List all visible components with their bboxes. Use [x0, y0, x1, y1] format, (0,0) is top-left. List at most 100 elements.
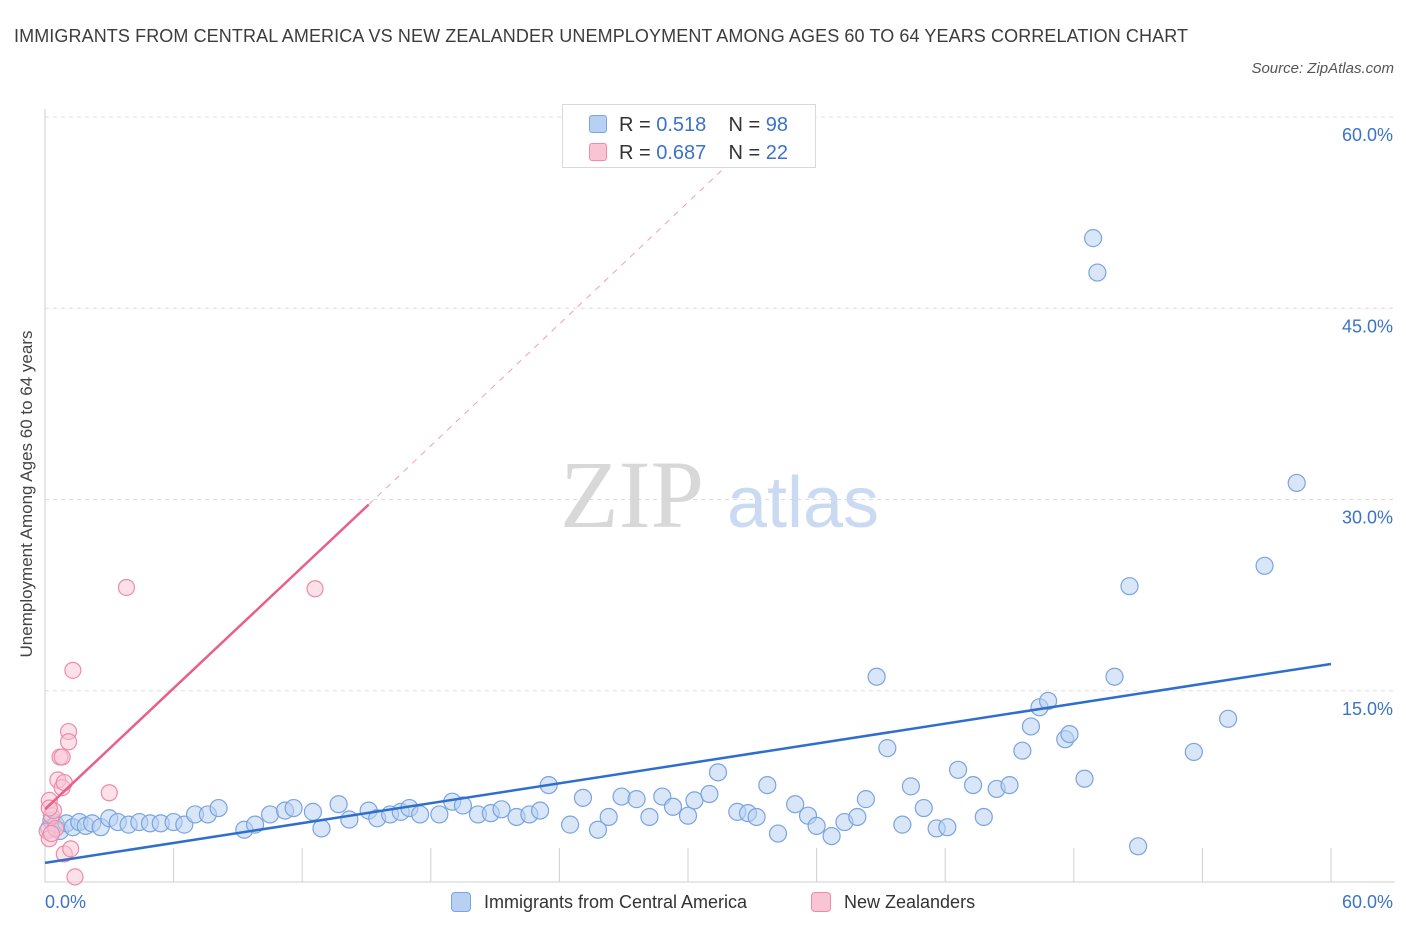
data-point-central-america: [640, 807, 659, 827]
data-point-central-america: [1105, 667, 1124, 686]
data-point-central-america: [1088, 263, 1107, 282]
data-point-central-america: [768, 824, 788, 843]
data-point-central-america: [410, 805, 430, 824]
trendline-central-america: [44, 662, 1332, 865]
data-point-new-zealanders: [59, 733, 78, 751]
data-point-central-america: [1021, 717, 1041, 736]
data-point-new-zealanders: [62, 840, 80, 858]
data-point-central-america: [700, 784, 719, 804]
data-point-new-zealanders: [53, 748, 71, 766]
data-point-new-zealanders: [66, 868, 84, 886]
y-tick-label: 45.0%: [1342, 316, 1393, 336]
data-point-central-america: [878, 739, 897, 758]
blue-swatch: [589, 115, 607, 133]
data-point-central-america: [1128, 837, 1148, 856]
data-point-new-zealanders: [40, 799, 58, 817]
data-point-central-america: [1083, 229, 1103, 248]
data-point-new-zealanders: [64, 661, 82, 679]
r-label: R =: [619, 142, 657, 164]
data-point-central-america: [260, 805, 280, 824]
data-point-central-america: [1219, 709, 1238, 728]
data-point-central-america: [914, 798, 933, 818]
trendline-new-zealanders: [44, 503, 370, 811]
data-point-central-america: [867, 667, 886, 686]
watermark-atlas: atlas: [727, 463, 879, 543]
n-label: N =: [728, 114, 766, 136]
data-point-central-america: [329, 795, 348, 814]
data-point-central-america: [901, 777, 921, 796]
data-point-central-america: [531, 801, 550, 820]
data-point-central-america: [430, 805, 449, 824]
data-point-central-america: [938, 818, 957, 837]
n-value: 98: [765, 114, 789, 136]
data-point-central-america: [612, 787, 631, 806]
data-point-central-america: [747, 807, 766, 827]
data-point-central-america: [678, 806, 698, 825]
legend-label: New Zealanders: [844, 892, 976, 912]
points-layer: [38, 229, 1306, 886]
y-tick-label: 30.0%: [1342, 508, 1393, 528]
data-point-central-america: [599, 807, 618, 827]
axis-layer: [44, 109, 1395, 883]
pink-swatch: [589, 143, 607, 161]
data-point-central-america: [1000, 775, 1019, 795]
r-value: 0.518: [656, 114, 707, 136]
data-point-central-america: [963, 775, 983, 795]
data-point-central-america: [1038, 691, 1058, 711]
data-point-new-zealanders: [306, 580, 324, 598]
data-point-central-america: [685, 791, 704, 810]
chart-title: IMMIGRANTS FROM CENTRAL AMERICA VS NEW Z…: [14, 26, 1189, 46]
data-point-central-america: [1013, 741, 1032, 760]
data-point-central-america: [807, 816, 826, 836]
data-point-central-america: [822, 826, 841, 846]
n-value: 22: [765, 142, 789, 164]
data-point-central-america: [1287, 473, 1306, 493]
data-point-central-america: [1255, 556, 1274, 575]
data-point-central-america: [1184, 742, 1203, 762]
data-point-central-america: [573, 788, 593, 807]
n-label: N =: [728, 142, 766, 164]
tick-labels-layer: 15.0% 30.0% 45.0% 60.0% 0.0% 60.0%: [45, 125, 1393, 912]
data-point-central-america: [708, 763, 728, 782]
r-label: R =: [619, 114, 657, 136]
r-value: 0.687: [656, 142, 707, 164]
data-point-central-america: [856, 790, 875, 809]
trend-layer: [44, 161, 1332, 865]
data-point-new-zealanders: [55, 773, 73, 792]
data-point-central-america: [561, 815, 580, 834]
data-point-central-america: [758, 775, 777, 795]
data-point-central-america: [303, 802, 323, 821]
data-point-central-america: [893, 815, 912, 834]
pink-swatch: [811, 892, 831, 912]
y-tick-label: 60.0%: [1342, 125, 1393, 145]
data-point-central-america: [588, 820, 608, 839]
data-point-central-america: [340, 810, 359, 829]
stats-legend: R = 0.518 N = 98 R = 0.687 N = 22: [562, 104, 816, 168]
y-axis-label: Unemployment Among Ages 60 to 64 years: [17, 330, 36, 658]
data-point-central-america: [284, 798, 303, 818]
data-point-central-america: [627, 790, 646, 809]
data-point-central-america: [1075, 769, 1094, 788]
data-point-central-america: [663, 797, 683, 816]
data-point-central-america: [492, 800, 511, 819]
x-tick-label: 60.0%: [1342, 892, 1393, 912]
data-point-new-zealanders: [42, 824, 61, 843]
data-point-central-america: [948, 760, 968, 779]
data-point-central-america: [312, 819, 331, 838]
data-point-central-america: [974, 807, 993, 827]
data-point-new-zealanders: [100, 784, 118, 802]
y-tick-label: 15.0%: [1342, 699, 1393, 719]
data-point-central-america: [1120, 577, 1139, 596]
watermark-zip: ZIP: [560, 441, 704, 548]
data-point-new-zealanders: [117, 578, 136, 597]
data-point-central-america: [848, 807, 867, 827]
watermark: ZIP atlas: [560, 441, 879, 548]
x-tick-label: 0.0%: [45, 892, 86, 912]
data-point-central-america: [786, 795, 805, 814]
legend-label: Immigrants from Central America: [484, 892, 748, 912]
blue-swatch: [451, 892, 471, 912]
data-point-central-america: [209, 798, 228, 818]
source-label: Source: ZipAtlas.com: [1251, 60, 1394, 77]
data-point-central-america: [1060, 724, 1079, 744]
